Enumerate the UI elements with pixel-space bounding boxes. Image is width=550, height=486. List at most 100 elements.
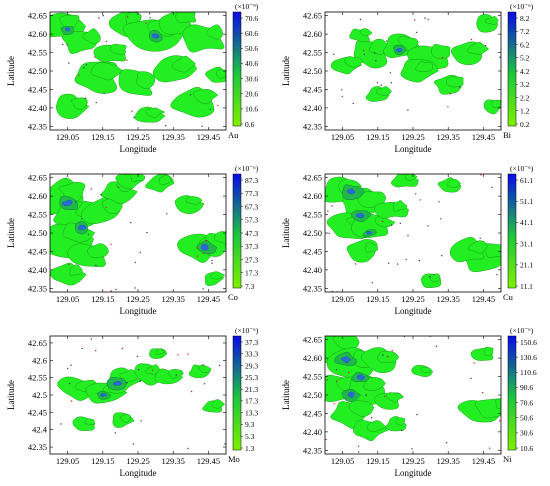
colorbar — [507, 11, 517, 127]
sample-point — [427, 18, 429, 21]
y-tick-label: 42.65 — [28, 338, 47, 348]
sample-point — [435, 345, 438, 347]
sample-point — [224, 443, 226, 445]
sample-point — [327, 210, 329, 212]
y-axis-label: Latitude — [281, 218, 291, 248]
sample-point — [201, 125, 203, 128]
y-tick-label: 42.40 — [303, 427, 322, 437]
colorbar — [507, 173, 517, 289]
sample-point — [371, 282, 374, 284]
x-tick-label: 129.15 — [91, 294, 114, 304]
sample-point — [459, 86, 461, 88]
y-tick-label: 42.35 — [303, 445, 322, 455]
colorbar-tick-label: 1.3 — [245, 444, 255, 453]
x-tick-label: 129.05 — [56, 456, 79, 466]
concentration-region — [365, 242, 378, 253]
sample-point — [357, 445, 360, 448]
concentration-region — [210, 271, 226, 280]
sample-point — [211, 262, 213, 264]
x-axis-label: Longitude — [395, 468, 432, 478]
sample-point — [202, 252, 204, 255]
sample-point — [333, 53, 335, 55]
element-label: Ni — [503, 454, 512, 464]
y-axis-label: Latitude — [6, 380, 16, 410]
colorbar-tick-label: 27.3 — [245, 255, 258, 264]
concentration-region — [483, 346, 494, 356]
sample-point — [358, 451, 360, 453]
x-axis-label: Longitude — [395, 144, 432, 154]
x-tick-label: 129.45 — [197, 294, 220, 304]
x-tick-label: 129.25 — [126, 294, 149, 304]
x-tick-label: 129.15 — [366, 456, 389, 466]
sample-point — [370, 417, 373, 419]
colorbar-tick-label: 57.3 — [245, 216, 258, 225]
colorbar-tick-label: 2.2 — [520, 93, 530, 102]
sample-point — [382, 354, 384, 356]
element-label: Mo — [228, 454, 240, 464]
sample-point — [68, 263, 70, 266]
concentration-region — [174, 195, 205, 214]
x-tick-label: 129.35 — [162, 132, 185, 142]
concentration-region — [211, 399, 225, 409]
sample-point — [100, 193, 102, 196]
colorbar-tick-label: 25.3 — [245, 373, 258, 382]
x-tick-label: 129.25 — [401, 294, 424, 304]
concentration-region — [395, 417, 406, 426]
sample-point — [411, 448, 413, 450]
colorbar-tick-label: 20.6 — [245, 90, 258, 99]
sample-point — [98, 17, 100, 19]
colorbar-tick-label: 60.6 — [245, 29, 258, 38]
colorbar-tick-label: 47.3 — [245, 229, 258, 238]
sample-point — [333, 403, 335, 405]
concentration-region — [366, 420, 387, 433]
x-tick-label: 129.25 — [126, 456, 149, 466]
concentration-region — [363, 376, 386, 392]
y-tick-label: 42.40 — [28, 265, 47, 275]
peak-concentration-region — [61, 199, 73, 206]
y-tick-label: 42.45 — [303, 408, 322, 418]
sample-point — [75, 201, 77, 203]
sample-point — [485, 44, 487, 47]
colorbar-tick-label: 6.2 — [520, 40, 530, 49]
sample-point — [429, 276, 431, 278]
colorbar-tick-label: 37.3 — [245, 338, 258, 347]
chart-svg-mo: 129.05 129.15 129.25 129.35 129.45 42.65 42.6 4… — [6, 326, 259, 478]
sample-point — [335, 369, 338, 371]
y-tick-label: 42.45 — [28, 246, 47, 256]
concentration-region — [84, 418, 96, 425]
concentration-region — [405, 174, 418, 181]
sample-point — [399, 222, 401, 224]
plot-area — [50, 174, 226, 292]
concentration-region — [87, 243, 109, 259]
sample-point — [121, 347, 124, 350]
x-tick-label: 129.15 — [91, 456, 114, 466]
concentration-region — [392, 200, 408, 212]
sample-point — [416, 413, 418, 416]
sample-point — [376, 82, 379, 84]
chart-svg-au: 129.05 129.15 129.25 129.35 129.45 42.65 42.60… — [6, 2, 259, 154]
y-tick-label: 42.55 — [28, 48, 47, 58]
x-tick-label: 129.25 — [126, 132, 149, 142]
y-tick-label: 42.35 — [28, 283, 47, 293]
x-tick-label: 129.45 — [472, 456, 495, 466]
y-tick-label: 42.50 — [28, 228, 47, 238]
concentration-region — [386, 392, 405, 403]
sample-point — [139, 380, 141, 382]
y-axis-label: Latitude — [281, 380, 291, 410]
x-tick-label: 129.05 — [56, 294, 79, 304]
chart-panel-bi: 129.05 129.15 129.25 129.35 129.45 42.65 42.60… — [275, 0, 550, 162]
x-tick-label: 129.05 — [331, 456, 354, 466]
colorbar-tick-label: 110.6 — [520, 368, 537, 377]
colorbar — [232, 335, 242, 451]
sample-point — [66, 44, 68, 46]
sample-point — [66, 367, 69, 370]
colorbar-tick-label: 70.6 — [520, 398, 533, 407]
x-tick-label: 129.05 — [331, 132, 354, 142]
concentration-region — [332, 336, 360, 350]
sample-point — [381, 220, 384, 223]
y-tick-label: 42.40 — [303, 103, 322, 113]
sample-point — [470, 377, 472, 380]
sample-point — [441, 255, 443, 257]
sample-point — [391, 350, 393, 352]
y-tick-label: 42.40 — [28, 103, 47, 113]
